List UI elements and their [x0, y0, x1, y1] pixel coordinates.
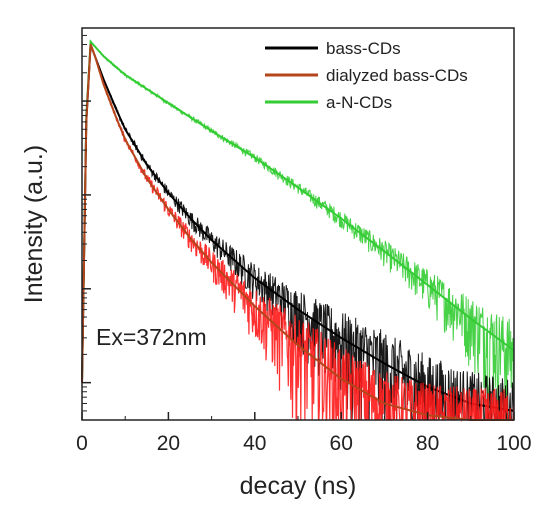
x-tick-label: 0 [76, 432, 88, 455]
x-axis-label: decay (ns) [240, 472, 357, 500]
series-line-a-n-cds [81, 39, 515, 383]
legend-label-dialyzed-bass-cds: dialyzed bass-CDs [326, 66, 468, 85]
excitation-annotation: Ex=372nm [96, 324, 207, 350]
y-axis-ticks [82, 27, 91, 421]
x-tick-label: 20 [157, 432, 180, 455]
legend: bass-CDs dialyzed bass-CDs a-N-CDs [265, 39, 468, 112]
x-tick-label: 80 [416, 432, 439, 455]
series-noise-dialyzed-bass-cds [81, 43, 515, 423]
legend-label-bass-cds: bass-CDs [326, 39, 401, 58]
x-axis-ticks: 0 20 40 60 80 100 [76, 412, 532, 455]
x-tick-label: 100 [496, 432, 531, 455]
x-tick-label: 60 [330, 432, 353, 455]
y-axis-label: Intensity (a.u.) [20, 145, 48, 303]
legend-label-a-n-cds: a-N-CDs [326, 93, 392, 112]
series-line-dialyzed-bass-cds [81, 44, 514, 421]
x-tick-label: 40 [243, 432, 266, 455]
plot-lines [81, 39, 515, 423]
